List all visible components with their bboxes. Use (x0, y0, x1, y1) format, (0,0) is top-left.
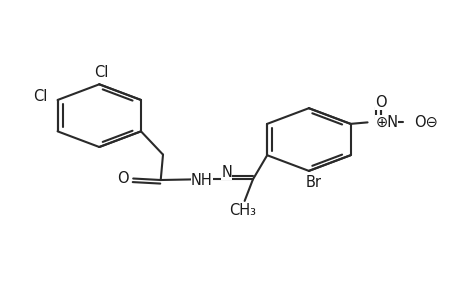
Text: O: O (117, 171, 129, 186)
Text: O⊖: O⊖ (414, 115, 437, 130)
Text: ⊕N: ⊕N (375, 115, 397, 130)
Text: Br: Br (305, 175, 321, 190)
Text: Cl: Cl (94, 65, 108, 80)
Text: N: N (221, 165, 232, 180)
Text: O: O (374, 94, 386, 110)
Text: NH: NH (190, 173, 213, 188)
Text: Cl: Cl (33, 89, 47, 104)
Text: CH₃: CH₃ (229, 203, 255, 218)
